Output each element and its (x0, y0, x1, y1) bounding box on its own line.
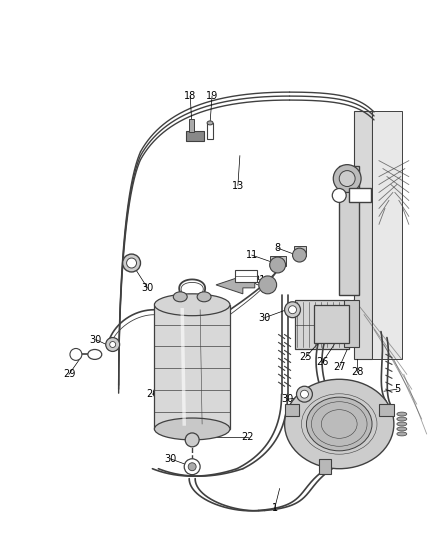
Bar (293, 246, 307, 256)
Text: 30: 30 (90, 335, 102, 344)
Text: 29: 29 (63, 369, 75, 379)
Bar (155, 305, 230, 429)
Text: 30: 30 (164, 454, 177, 464)
Circle shape (188, 463, 196, 471)
Ellipse shape (397, 427, 407, 431)
Text: 11: 11 (246, 250, 258, 260)
Bar (186, 131, 204, 141)
Text: 21: 21 (254, 275, 266, 285)
Text: 31: 31 (351, 196, 363, 205)
Circle shape (300, 390, 308, 398)
Bar (294, 300, 349, 350)
Text: 20: 20 (146, 389, 159, 399)
Circle shape (184, 459, 200, 475)
Text: 30: 30 (282, 394, 294, 404)
Text: 27: 27 (333, 362, 346, 373)
Text: 26: 26 (316, 358, 328, 367)
Bar (349, 189, 371, 203)
Ellipse shape (155, 418, 230, 440)
Ellipse shape (173, 292, 187, 302)
Bar (189, 119, 194, 132)
Ellipse shape (397, 417, 407, 421)
Bar (270, 256, 286, 266)
Circle shape (289, 306, 297, 314)
Ellipse shape (197, 292, 211, 302)
Bar (344, 300, 359, 348)
Circle shape (270, 257, 286, 273)
Text: 5: 5 (242, 273, 248, 283)
Text: 25: 25 (299, 352, 312, 362)
Circle shape (127, 258, 137, 268)
Ellipse shape (155, 294, 230, 316)
Ellipse shape (307, 397, 372, 451)
Bar (354, 111, 372, 359)
Text: 19: 19 (206, 91, 218, 101)
Circle shape (110, 342, 116, 348)
Circle shape (185, 433, 199, 447)
Circle shape (106, 337, 120, 351)
Ellipse shape (207, 121, 213, 125)
Text: 1: 1 (272, 504, 278, 513)
Bar (285, 404, 300, 416)
Ellipse shape (397, 432, 407, 436)
Bar (207, 123, 213, 139)
Ellipse shape (397, 422, 407, 426)
Text: 30: 30 (141, 283, 154, 293)
Circle shape (123, 254, 141, 272)
Circle shape (285, 302, 300, 318)
Ellipse shape (88, 350, 102, 359)
Text: 18: 18 (184, 91, 196, 101)
Circle shape (293, 248, 307, 262)
Circle shape (259, 276, 277, 294)
FancyArrow shape (216, 276, 255, 294)
Bar (314, 305, 349, 343)
Bar (379, 404, 394, 416)
Circle shape (297, 386, 312, 402)
Text: 30: 30 (258, 313, 271, 322)
Text: 8: 8 (275, 243, 281, 253)
Bar (339, 166, 359, 295)
Circle shape (332, 189, 346, 203)
Bar (235, 270, 257, 282)
Circle shape (333, 165, 361, 192)
Ellipse shape (397, 412, 407, 416)
Text: 5: 5 (394, 384, 400, 394)
Circle shape (339, 171, 355, 187)
Text: 13: 13 (232, 181, 244, 190)
Ellipse shape (285, 379, 394, 469)
Circle shape (70, 349, 82, 360)
Bar (319, 459, 331, 474)
Bar (372, 111, 402, 359)
Text: 22: 22 (242, 432, 254, 442)
Text: 28: 28 (351, 367, 363, 377)
